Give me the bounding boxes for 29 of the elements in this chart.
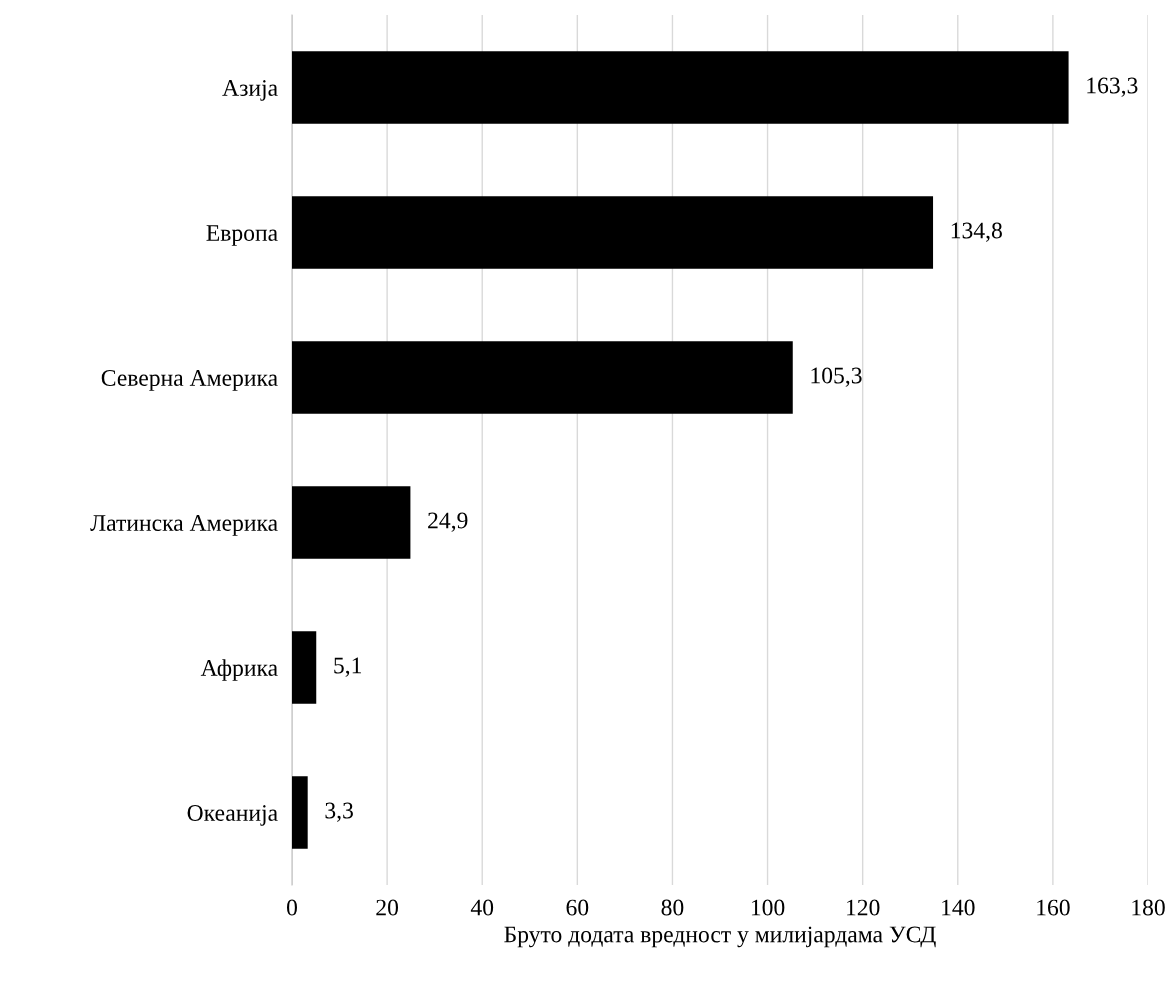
bar (292, 776, 308, 849)
data-label: 105,3 (811, 367, 862, 387)
y-tick-label: Азија (222, 80, 278, 101)
bar (292, 51, 1069, 124)
x-tick-label: 120 (847, 899, 880, 916)
y-tick-label: Африка (200, 659, 278, 681)
bar (292, 631, 317, 704)
x-tick-label: 180 (1132, 899, 1165, 916)
y-tick-label: Латинска Америка (90, 515, 278, 536)
x-tick-label: 80 (661, 899, 684, 916)
x-tick-label: 140 (942, 899, 975, 916)
data-label: 3,3 (325, 802, 353, 822)
bar (292, 196, 934, 269)
x-tick-label: 60 (566, 899, 589, 916)
y-tick-label: Европа (206, 225, 278, 246)
x-tick-label: 0 (287, 899, 297, 916)
x-tick-label: 100 (751, 899, 785, 916)
data-label: 163,3 (1087, 77, 1138, 97)
x-axis-title: Бруто додата вредност у милијардама УСД (504, 926, 936, 948)
data-label: 134,8 (951, 222, 1002, 242)
y-tick-label: Океанија (187, 805, 278, 826)
bar (292, 486, 411, 559)
bar (292, 341, 793, 414)
data-label: 24,9 (428, 512, 468, 532)
x-tick-label: 40 (470, 899, 494, 916)
x-tick-label: 20 (376, 899, 399, 916)
y-tick-label: Северна Америка (101, 370, 278, 391)
data-label: 5,1 (334, 657, 362, 677)
x-tick-label: 160 (1037, 899, 1070, 916)
